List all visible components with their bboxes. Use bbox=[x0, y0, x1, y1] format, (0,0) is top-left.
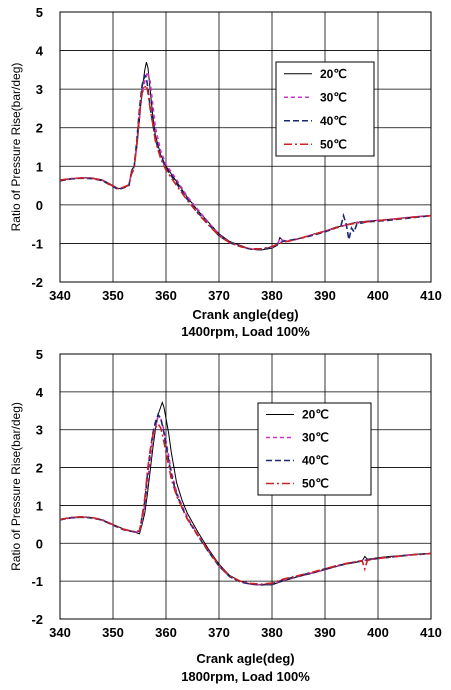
y-tick-label: 5 bbox=[36, 5, 43, 20]
y-axis-label: Ratio of Pressure Rise(bar/deg) bbox=[9, 63, 23, 232]
y-tick-label: -1 bbox=[31, 574, 43, 589]
series-line-4 bbox=[59, 83, 432, 250]
y-tick-label: 1 bbox=[36, 159, 43, 174]
y-tick-label: 4 bbox=[36, 44, 44, 59]
chart-panel-1: 340 350 360 370 380 390 400 410 -2 -1 0 1 2 3 4 5 Crank … bbox=[9, 5, 442, 339]
y-tick-label: 0 bbox=[36, 198, 43, 213]
legend-label: 30℃ bbox=[320, 90, 347, 104]
y-tick-label: 5 bbox=[36, 347, 43, 362]
legend-label: 20℃ bbox=[320, 67, 347, 81]
chart-caption: 1400rpm, Load 100% bbox=[181, 324, 310, 339]
plot-area bbox=[59, 11, 432, 283]
y-axis-label: Ratio of Pressure Rise(bar/deg) bbox=[9, 402, 23, 571]
x-tick-label: 410 bbox=[420, 288, 442, 303]
series-line-3 bbox=[59, 412, 432, 586]
x-tick-label: 360 bbox=[155, 625, 177, 640]
legend-label: 40℃ bbox=[320, 114, 347, 128]
x-tick-label: 350 bbox=[102, 288, 124, 303]
legend-label: 30℃ bbox=[302, 431, 329, 445]
x-tick-label: 390 bbox=[314, 288, 336, 303]
x-tick-label: 350 bbox=[102, 625, 124, 640]
x-tick-label: 410 bbox=[420, 625, 442, 640]
x-tick-label: 340 bbox=[49, 625, 71, 640]
chart-caption: 1800rpm, Load 100% bbox=[181, 669, 310, 684]
legend-label: 40℃ bbox=[302, 454, 329, 468]
y-tick-label: 0 bbox=[36, 536, 43, 551]
x-tick-label: 340 bbox=[49, 288, 71, 303]
series-line-4 bbox=[59, 422, 432, 586]
x-tick-label: 390 bbox=[314, 625, 336, 640]
x-tick-label: 400 bbox=[367, 288, 389, 303]
y-tick-label: 1 bbox=[36, 498, 43, 513]
y-tick-label: 4 bbox=[36, 385, 44, 400]
plot-area bbox=[59, 353, 432, 620]
y-tick-label: -1 bbox=[31, 236, 43, 251]
x-tick-label: 370 bbox=[208, 625, 230, 640]
x-tick-label: 380 bbox=[261, 625, 283, 640]
chart-panel-2: 340 350 360 370 380 390 400 410 -2 -1 0 1 2 3 4 5 Crank … bbox=[9, 347, 442, 684]
legend-box bbox=[257, 402, 372, 496]
legend: 20℃ 30℃ 40℃ 50℃ bbox=[275, 61, 375, 157]
x-tick-label: 400 bbox=[367, 625, 389, 640]
legend-box bbox=[275, 61, 375, 157]
y-tick-label: 3 bbox=[36, 82, 43, 97]
legend-label: 50℃ bbox=[320, 137, 347, 151]
legend-label: 50℃ bbox=[302, 477, 329, 491]
y-tick-label: 2 bbox=[36, 461, 43, 476]
x-tick-label: 380 bbox=[261, 288, 283, 303]
x-axis-label: Crank agle(deg) bbox=[196, 651, 294, 666]
legend-label: 20℃ bbox=[302, 408, 329, 422]
series-line-3 bbox=[59, 73, 432, 251]
legend: 20℃ 30℃ 40℃ 50℃ bbox=[257, 402, 372, 496]
y-tick-label: -2 bbox=[31, 275, 43, 290]
y-tick-label: 3 bbox=[36, 423, 43, 438]
y-tick-label: 2 bbox=[36, 121, 43, 136]
x-tick-label: 370 bbox=[208, 288, 230, 303]
x-tick-label: 360 bbox=[155, 288, 177, 303]
x-axis-label: Crank angle(deg) bbox=[192, 307, 298, 322]
y-tick-label: -2 bbox=[31, 612, 43, 627]
